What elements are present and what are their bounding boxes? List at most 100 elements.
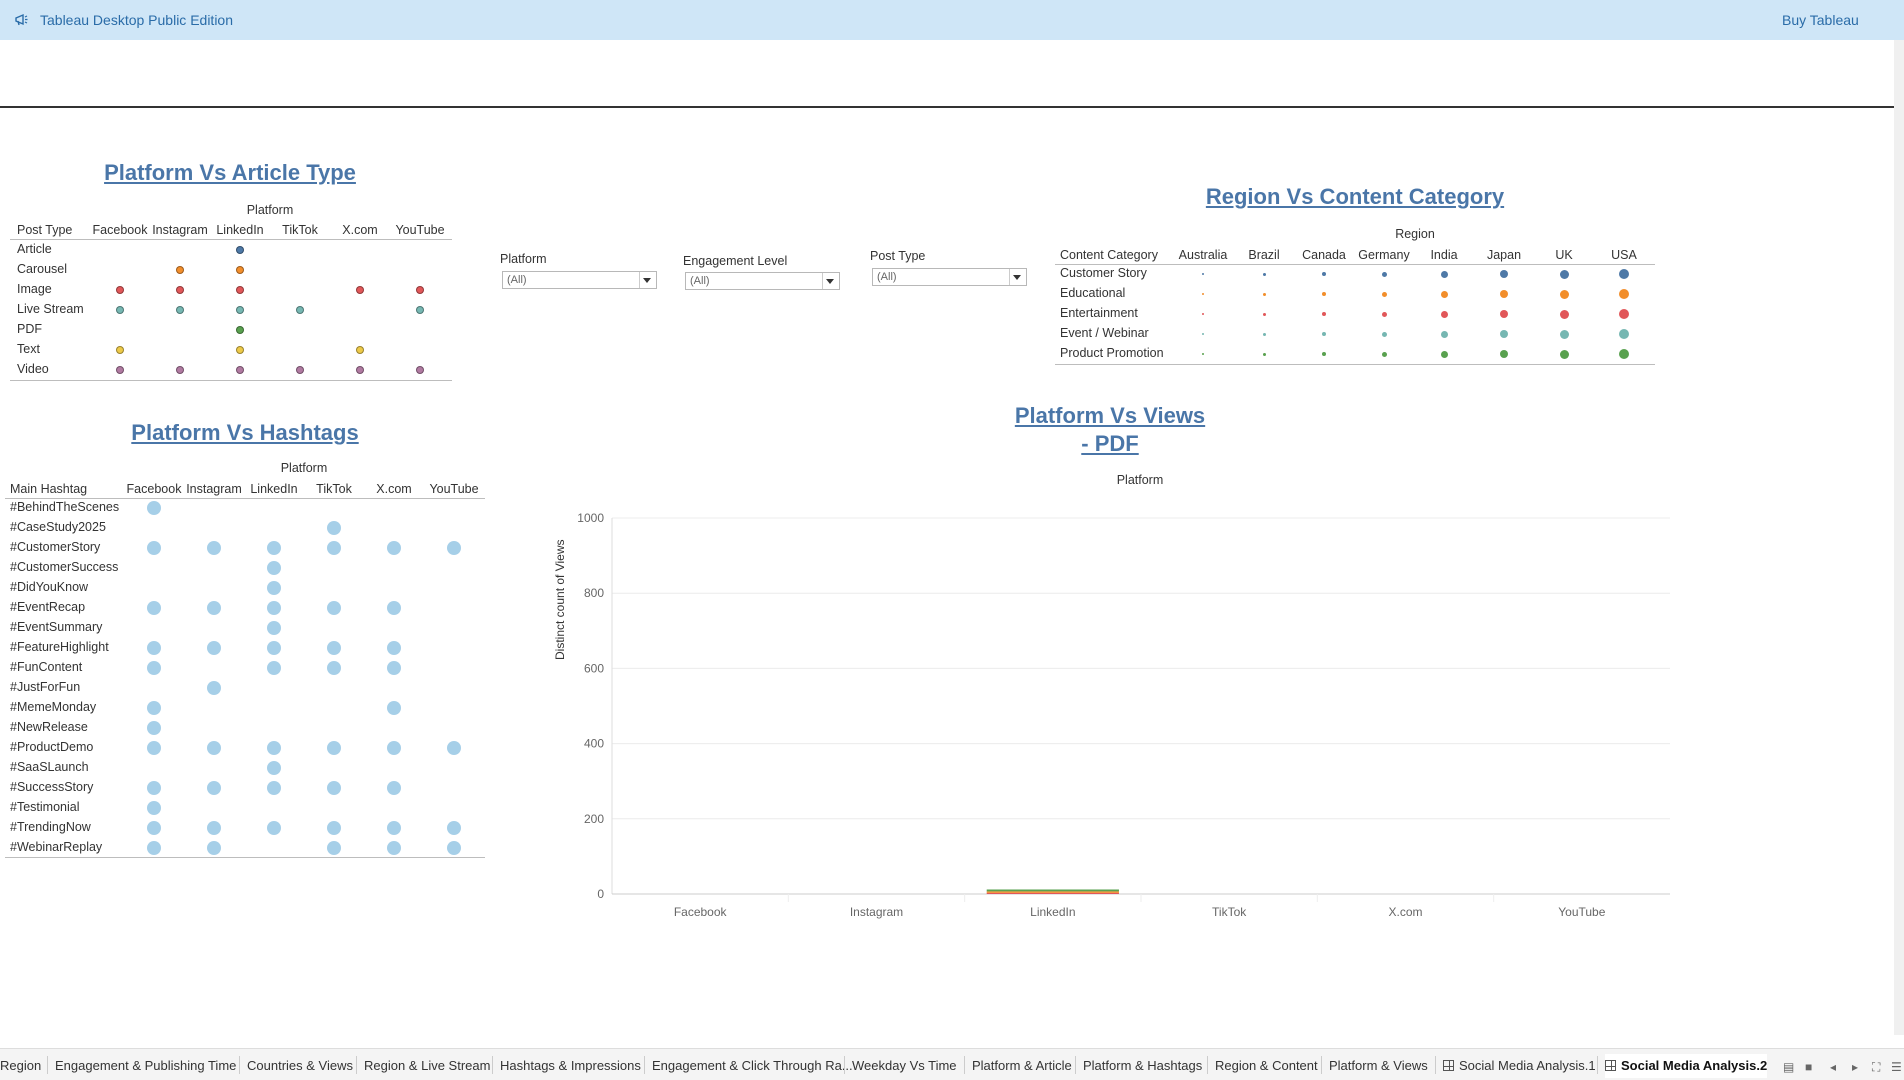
mark-dot[interactable]	[387, 781, 401, 795]
mark-dot[interactable]	[1559, 309, 1569, 319]
filter-dropdown[interactable]: (All)	[685, 272, 840, 290]
mark-dot[interactable]	[1202, 273, 1204, 275]
mark-dot[interactable]	[267, 741, 281, 755]
mark-dot[interactable]	[207, 641, 221, 655]
mark-dot[interactable]	[267, 641, 281, 655]
mark-dot[interactable]	[1440, 290, 1448, 298]
mark-dot[interactable]	[116, 366, 124, 374]
mark-dot[interactable]	[116, 286, 124, 294]
mark-dot[interactable]	[327, 781, 341, 795]
mark-dot[interactable]	[1559, 269, 1569, 279]
mark-dot[interactable]	[236, 246, 244, 254]
mark-dot[interactable]	[147, 721, 161, 735]
mark-dot[interactable]	[116, 306, 124, 314]
mark-dot[interactable]	[1202, 313, 1204, 315]
mark-dot[interactable]	[447, 841, 461, 855]
mark-dot[interactable]	[327, 841, 341, 855]
mark-dot[interactable]	[1559, 349, 1569, 359]
mark-dot[interactable]	[207, 821, 221, 835]
mark-dot[interactable]	[356, 286, 364, 294]
filter-dropdown[interactable]: (All)	[872, 268, 1027, 286]
mark-dot[interactable]	[1500, 310, 1508, 318]
mark-dot[interactable]	[236, 266, 244, 274]
chevron-down-icon[interactable]	[1009, 269, 1023, 285]
mark-dot[interactable]	[267, 661, 281, 675]
mark-dot[interactable]	[1322, 272, 1326, 276]
mark-dot[interactable]	[147, 781, 161, 795]
mark-dot[interactable]	[1440, 310, 1448, 318]
mark-dot[interactable]	[1202, 293, 1204, 295]
mark-dot[interactable]	[1381, 351, 1387, 357]
mark-dot[interactable]	[147, 821, 161, 835]
mark-dot[interactable]	[1202, 353, 1204, 355]
mark-dot[interactable]	[296, 306, 304, 314]
mark-dot[interactable]	[387, 661, 401, 675]
grid-view-icon[interactable]: ■	[1805, 1060, 1813, 1074]
sheet-tab[interactable]: Engagement & Click Through Ra...	[652, 1054, 853, 1078]
mark-dot[interactable]	[1440, 350, 1448, 358]
mark-dot[interactable]	[416, 286, 424, 294]
mark-dot[interactable]	[147, 841, 161, 855]
sheet-tab[interactable]: Platform & Hashtags	[1083, 1054, 1202, 1078]
mark-dot[interactable]	[1322, 312, 1326, 316]
mark-dot[interactable]	[147, 601, 161, 615]
sheet-tab[interactable]: Social Media Analysis.1	[1443, 1054, 1596, 1078]
mark-dot[interactable]	[267, 821, 281, 835]
mark-dot[interactable]	[1381, 291, 1387, 297]
sheet-tab[interactable]: Weekday Vs Time	[852, 1054, 957, 1078]
sheet-tab[interactable]: Social Media Analysis.2	[1605, 1054, 1768, 1078]
mark-dot[interactable]	[387, 541, 401, 555]
mark-dot[interactable]	[327, 821, 341, 835]
mark-dot[interactable]	[1619, 289, 1629, 299]
mark-dot[interactable]	[176, 266, 184, 274]
mark-dot[interactable]	[1559, 289, 1569, 299]
mark-dot[interactable]	[1500, 290, 1508, 298]
mark-dot[interactable]	[327, 641, 341, 655]
mark-dot[interactable]	[1500, 330, 1508, 338]
mark-dot[interactable]	[1559, 329, 1569, 339]
mark-dot[interactable]	[327, 741, 341, 755]
mark-dot[interactable]	[147, 541, 161, 555]
mark-dot[interactable]	[267, 601, 281, 615]
mark-dot[interactable]	[1381, 311, 1387, 317]
mark-dot[interactable]	[387, 601, 401, 615]
mark-dot[interactable]	[267, 621, 281, 635]
mark-dot[interactable]	[267, 761, 281, 775]
mark-dot[interactable]	[447, 821, 461, 835]
mark-dot[interactable]	[1500, 350, 1508, 358]
mark-dot[interactable]	[267, 561, 281, 575]
buy-tableau-link[interactable]: Buy Tableau	[1782, 12, 1859, 28]
mark-dot[interactable]	[1381, 271, 1387, 277]
mark-dot[interactable]	[236, 366, 244, 374]
mark-dot[interactable]	[416, 366, 424, 374]
mark-dot[interactable]	[147, 801, 161, 815]
mark-dot[interactable]	[147, 501, 161, 515]
mark-dot[interactable]	[387, 821, 401, 835]
mark-dot[interactable]	[207, 781, 221, 795]
mark-dot[interactable]	[1440, 270, 1448, 278]
filter-dropdown[interactable]: (All)	[502, 271, 657, 289]
mark-dot[interactable]	[147, 701, 161, 715]
mark-dot[interactable]	[1262, 312, 1266, 316]
mark-dot[interactable]	[147, 741, 161, 755]
mark-dot[interactable]	[207, 541, 221, 555]
mark-dot[interactable]	[1202, 333, 1204, 335]
mark-dot[interactable]	[147, 661, 161, 675]
mark-dot[interactable]	[1619, 309, 1629, 319]
mark-dot[interactable]	[387, 741, 401, 755]
mark-dot[interactable]	[176, 366, 184, 374]
mark-dot[interactable]	[207, 601, 221, 615]
mark-dot[interactable]	[236, 306, 244, 314]
mark-dot[interactable]	[1262, 272, 1266, 276]
mark-dot[interactable]	[267, 581, 281, 595]
sheet-tab[interactable]: Platform & Article	[972, 1054, 1072, 1078]
sheet-tab[interactable]: Region & Content	[1215, 1054, 1318, 1078]
mark-dot[interactable]	[176, 286, 184, 294]
mark-dot[interactable]	[236, 346, 244, 354]
mark-dot[interactable]	[327, 661, 341, 675]
mark-dot[interactable]	[416, 306, 424, 314]
mark-dot[interactable]	[1322, 352, 1326, 356]
mark-dot[interactable]	[327, 601, 341, 615]
mark-dot[interactable]	[447, 541, 461, 555]
mark-dot[interactable]	[1619, 329, 1629, 339]
